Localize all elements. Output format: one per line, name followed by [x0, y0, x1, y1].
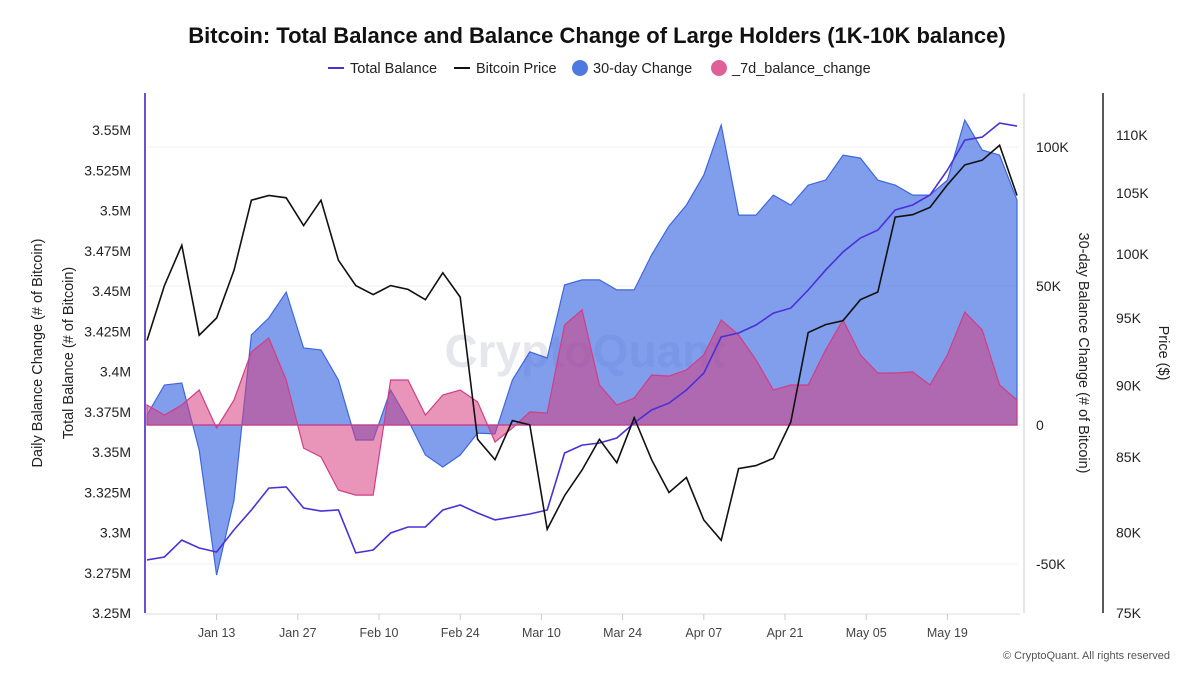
area-7d-balance-change	[146, 308, 1018, 496]
price-tick-label: 100K	[1116, 246, 1149, 262]
change-tick-label: 0	[1036, 417, 1044, 433]
legend-label: _7d_balance_change	[731, 61, 871, 77]
legend-label: Bitcoin Price	[476, 61, 557, 77]
left-tick-label: 3.525M	[84, 162, 131, 178]
price-axis-ticks: 75K 80K 85K 90K 95K 100K 105K 110K	[1116, 127, 1149, 621]
left-tick-label: 3.35M	[92, 444, 131, 460]
left-tick-label: 3.275M	[84, 565, 131, 581]
x-tick-label: May 19	[927, 626, 968, 640]
left-axis-ticks: 3.25M 3.275M 3.3M 3.325M 3.35M 3.375M 3.4M 3.42…	[84, 122, 131, 621]
left-tick-label: 3.375M	[84, 404, 131, 420]
price-tick-label: 105K	[1116, 185, 1149, 201]
change-axis-title: 30-day Balance Change (# of Bitcoin)	[1075, 232, 1091, 473]
price-tick-label: 95K	[1116, 310, 1142, 326]
left-tick-label: 3.475M	[84, 243, 131, 259]
x-tick-label: Jan 27	[279, 626, 317, 640]
left-tick-label: 3.4M	[100, 364, 131, 380]
legend-item-30-day-change[interactable]: 30-day Change	[572, 60, 692, 77]
price-tick-label: 85K	[1116, 449, 1142, 465]
left-tick-label: 3.425M	[84, 323, 131, 339]
x-tick-label: Apr 07	[685, 626, 722, 640]
legend-item-7d-balance-change[interactable]: _7d_balance_change	[711, 60, 871, 77]
legend: Total Balance Bitcoin Price 30-day Chang…	[328, 60, 871, 77]
change-tick-label: -50K	[1036, 556, 1066, 572]
x-tick-label: Mar 10	[522, 626, 561, 640]
left-tick-label: 3.5M	[100, 203, 131, 219]
copyright-footer: © CryptoQuant. All rights reserved	[1003, 650, 1170, 662]
legend-label: Total Balance	[350, 61, 437, 77]
x-tick-label: Feb 24	[441, 626, 480, 640]
x-tick-label: Mar 24	[603, 626, 642, 640]
legend-item-total-balance[interactable]: Total Balance	[328, 61, 437, 77]
left-tick-label: 3.3M	[100, 525, 131, 541]
line-bitcoin-price	[146, 143, 1018, 543]
x-tick-label: Jan 13	[198, 626, 236, 640]
legend-circle-icon	[711, 60, 727, 76]
legend-circle-icon	[572, 60, 588, 76]
left-axis-title-total-balance: Total Balance (# of Bitcoin)	[61, 267, 77, 439]
area-series	[146, 118, 1018, 576]
price-axis-title: Price ($)	[1155, 326, 1171, 381]
left-tick-label: 3.45M	[92, 283, 131, 299]
x-tick-label: Apr 21	[767, 626, 804, 640]
line-total-balance	[146, 122, 1018, 561]
price-tick-label: 75K	[1116, 605, 1142, 621]
price-tick-label: 80K	[1116, 524, 1142, 540]
legend-item-bitcoin-price[interactable]: Bitcoin Price	[454, 61, 557, 77]
price-tick-label: 90K	[1116, 377, 1142, 393]
change-tick-label: 100K	[1036, 139, 1069, 155]
legend-label: 30-day Change	[593, 61, 692, 77]
left-tick-label: 3.55M	[92, 122, 131, 138]
x-tick-label: May 05	[846, 626, 887, 640]
change-axis-ticks: -50K 0 50K 100K	[1036, 139, 1069, 572]
line-series	[146, 122, 1018, 561]
left-tick-label: 3.325M	[84, 484, 131, 500]
x-tick-label: Feb 10	[360, 626, 399, 640]
left-tick-label: 3.25M	[92, 605, 131, 621]
x-axis-ticks: Jan 13 Jan 27 Feb 10 Feb 24 Mar 10 Mar 24 Apr …	[198, 614, 968, 640]
chart-title: Bitcoin: Total Balance and Balance Chang…	[188, 23, 1005, 48]
price-tick-label: 110K	[1116, 127, 1148, 143]
left-axis-title-daily-change: Daily Balance Change (# of Bitcoin)	[30, 239, 46, 468]
change-tick-label: 50K	[1036, 278, 1062, 294]
